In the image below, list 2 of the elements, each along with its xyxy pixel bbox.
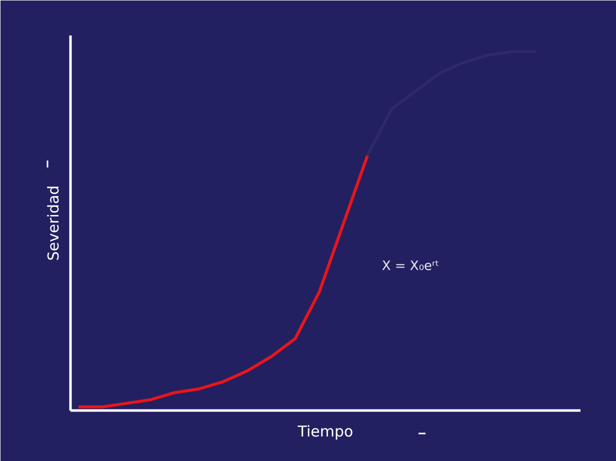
x-axis-title: Tiempo — [296, 422, 354, 440]
annotation: X = X₀eʳᵗ — [382, 259, 440, 274]
